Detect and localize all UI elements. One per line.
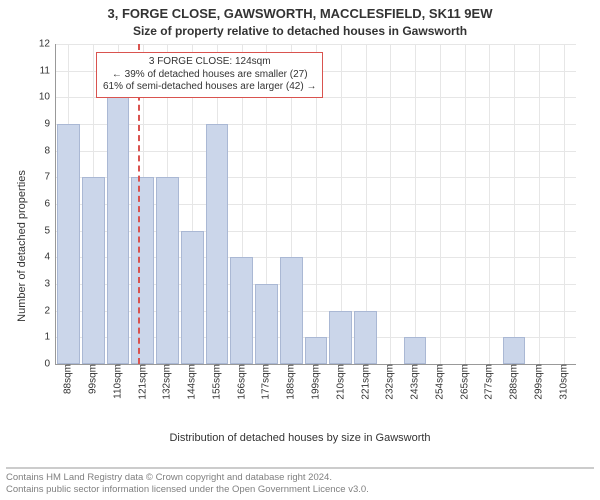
chart-title-line2: Size of property relative to detached ho… — [0, 24, 600, 38]
gridline-v — [514, 44, 515, 364]
x-tick-label: 144sqm — [187, 364, 198, 404]
footer-line1: Contains HM Land Registry data © Crown c… — [6, 472, 594, 484]
y-tick-label: 4 — [44, 252, 50, 263]
x-tick-label: 88sqm — [63, 364, 74, 398]
bar — [503, 337, 526, 364]
footer-line2: Contains public sector information licen… — [6, 484, 594, 496]
y-tick-label: 11 — [40, 65, 50, 76]
x-tick-label: 299sqm — [533, 364, 544, 404]
bar — [255, 284, 278, 364]
bar — [329, 311, 352, 364]
gridline-v — [415, 44, 416, 364]
bar — [107, 97, 130, 364]
x-tick-label: 99sqm — [88, 364, 99, 398]
bar — [354, 311, 377, 364]
x-tick-label: 166sqm — [236, 364, 247, 404]
chart-container: 3, FORGE CLOSE, GAWSWORTH, MACCLESFIELD,… — [0, 0, 600, 500]
gridline-v — [489, 44, 490, 364]
y-tick-label: 8 — [44, 145, 50, 156]
x-tick-label: 254sqm — [434, 364, 445, 404]
bar — [404, 337, 427, 364]
x-tick-label: 310sqm — [558, 364, 569, 404]
plot-area: 012345678910111288sqm99sqm110sqm121sqm13… — [55, 44, 576, 365]
x-tick-label: 232sqm — [385, 364, 396, 404]
y-tick-label: 7 — [44, 172, 50, 183]
x-tick-label: 221sqm — [360, 364, 371, 404]
bar — [206, 124, 229, 364]
x-tick-label: 210sqm — [335, 364, 346, 404]
x-tick-label: 121sqm — [137, 364, 148, 404]
x-tick-label: 277sqm — [484, 364, 495, 404]
x-tick-label: 155sqm — [211, 364, 222, 404]
bar — [82, 177, 105, 364]
bar — [57, 124, 80, 364]
gridline-v — [539, 44, 540, 364]
bar — [181, 231, 204, 364]
x-tick-label: 265sqm — [459, 364, 470, 404]
x-tick-label: 288sqm — [509, 364, 520, 404]
y-tick-label: 5 — [44, 225, 50, 236]
x-tick-label: 177sqm — [261, 364, 272, 404]
y-tick-label: 12 — [39, 39, 50, 50]
gridline-v — [390, 44, 391, 364]
bar — [156, 177, 179, 364]
chart-title-line1: 3, FORGE CLOSE, GAWSWORTH, MACCLESFIELD,… — [0, 6, 600, 21]
y-tick-label: 0 — [44, 359, 50, 370]
gridline-v — [564, 44, 565, 364]
y-tick-label: 6 — [44, 199, 50, 210]
bar — [305, 337, 328, 364]
bar — [230, 257, 253, 364]
annotation-box: 3 FORGE CLOSE: 124sqm← 39% of detached h… — [96, 52, 323, 98]
y-tick-label: 2 — [44, 305, 50, 316]
y-tick-label: 3 — [44, 279, 50, 290]
annotation-line3: 61% of semi-detached houses are larger (… — [103, 81, 316, 94]
footer-attribution: Contains HM Land Registry data © Crown c… — [6, 467, 594, 496]
bar — [280, 257, 303, 364]
bar — [131, 177, 154, 364]
gridline-v — [465, 44, 466, 364]
x-axis-label: Distribution of detached houses by size … — [0, 432, 600, 444]
x-tick-label: 199sqm — [311, 364, 322, 404]
x-tick-label: 132sqm — [162, 364, 173, 404]
y-tick-label: 9 — [44, 119, 50, 130]
annotation-line1: 3 FORGE CLOSE: 124sqm — [103, 56, 316, 69]
x-tick-label: 188sqm — [286, 364, 297, 404]
y-tick-label: 1 — [44, 332, 50, 343]
y-axis-label: Number of detached properties — [16, 146, 28, 346]
y-tick-label: 10 — [39, 92, 50, 103]
x-tick-label: 110sqm — [112, 364, 123, 403]
annotation-line2: ← 39% of detached houses are smaller (27… — [103, 69, 316, 82]
gridline-v — [440, 44, 441, 364]
x-tick-label: 243sqm — [410, 364, 421, 404]
